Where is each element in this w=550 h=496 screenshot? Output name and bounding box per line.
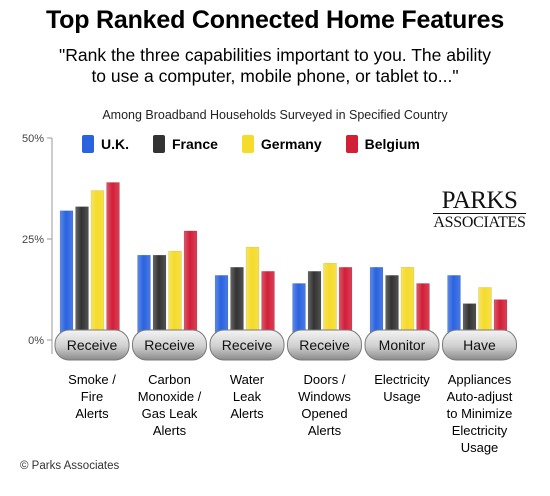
category-pill	[132, 329, 207, 361]
category-verb: Receive	[67, 337, 118, 353]
category-label-line: Usage	[460, 440, 499, 455]
legend-swatch	[82, 135, 94, 153]
category-label-line: Leak	[232, 389, 262, 404]
copyright: © Parks Associates	[20, 460, 120, 472]
category-label: Appliances Auto-adjust to Minimize Electric…	[441, 371, 519, 456]
category-label-line: Alerts	[230, 406, 264, 421]
category-label-line: Opened	[301, 406, 348, 421]
bar-uk	[59, 210, 74, 341]
category-pill	[209, 329, 285, 361]
bar-germany	[245, 246, 260, 341]
bar-belgium	[338, 267, 353, 341]
category-label-line: Alerts	[75, 406, 109, 421]
bar-germany	[400, 267, 415, 341]
legend-label: U.K.	[101, 136, 129, 152]
category-label: Carbon Monoxide / Gas Leak Alerts	[131, 371, 209, 439]
category-label-line: to Minimize	[446, 406, 513, 421]
bar-germany	[168, 250, 182, 341]
category-label-line: Alerts	[307, 423, 342, 438]
bar-france	[152, 254, 167, 341]
legend-item: U.K.	[82, 135, 129, 153]
category-label-line: Windows	[298, 389, 351, 404]
category-label: Smoke / Fire Alerts	[53, 371, 131, 422]
bar-germany	[323, 262, 337, 341]
category-pill	[54, 329, 130, 361]
bar-belgium	[183, 230, 198, 341]
legend-swatch	[345, 135, 358, 153]
category-verb: Monitor	[379, 337, 426, 353]
legend-item: France	[153, 135, 218, 153]
category-label-line: Water	[229, 372, 265, 387]
category-label-line: Fire	[80, 389, 104, 404]
category-pill	[442, 329, 517, 361]
category-label-line: Auto-adjust	[446, 389, 513, 404]
survey-note: Among Broadband Households Surveyed in S…	[102, 108, 448, 122]
category-label-line: Carbon	[148, 372, 191, 387]
subtitle-line: to use a computer, mobile phone, or tabl…	[91, 66, 459, 86]
legend-label: Germany	[260, 136, 322, 152]
category-label: Doors / Windows Opened Alerts	[286, 371, 364, 439]
category-label-line: Usage	[383, 389, 421, 404]
category-label-line: Alerts	[152, 423, 187, 438]
bar-germany	[90, 190, 105, 341]
legend-swatch	[153, 135, 165, 153]
chart-subtitle: "Rank the three capabilities important t…	[20, 45, 530, 87]
y-tick-label: 25%	[22, 234, 44, 246]
category-verb: Have	[463, 337, 496, 353]
category-label-line: Electricity	[451, 423, 508, 438]
category-label-line: Gas Leak	[141, 406, 198, 421]
bar-uk	[369, 267, 384, 341]
bar-france	[230, 267, 244, 341]
chart-title: Top Ranked Connected Home Features	[45, 6, 505, 34]
category-verb: Receive	[299, 337, 350, 353]
legend: U.K. France Germany Belgium	[82, 134, 444, 154]
category-label-line: Smoke /	[68, 372, 116, 387]
legend-label: France	[172, 136, 218, 152]
legend-item: Belgium	[345, 135, 420, 153]
category-verb: Receive	[222, 337, 273, 353]
legend-swatch	[241, 135, 254, 153]
legend-label: Belgium	[364, 136, 420, 152]
category-label-line: Appliances	[447, 372, 512, 387]
subtitle-line: "Rank the three capabilities important t…	[59, 45, 491, 65]
category-pill	[287, 329, 362, 361]
category-label-line: Doors /	[303, 372, 346, 387]
bar-uk	[137, 254, 151, 341]
category-label-line: Electricity	[374, 372, 430, 387]
brand-line-1: PARKS	[441, 187, 518, 214]
bar-france	[75, 206, 89, 341]
category-verb: Receive	[144, 337, 195, 353]
category-label: Water Leak Alerts	[208, 371, 286, 422]
y-tick-label: 0%	[28, 335, 44, 347]
legend-item: Germany	[241, 135, 322, 153]
bar-belgium	[106, 182, 120, 341]
brand-line-2: ASSOCIATES	[433, 213, 526, 231]
brand-logo: PARKS ASSOCIATES	[432, 188, 527, 231]
category-label-line: Monoxide /	[137, 389, 202, 404]
y-tick-label: 50%	[22, 133, 44, 145]
category-label: Electricity Usage	[363, 371, 441, 405]
category-pill	[364, 329, 440, 361]
